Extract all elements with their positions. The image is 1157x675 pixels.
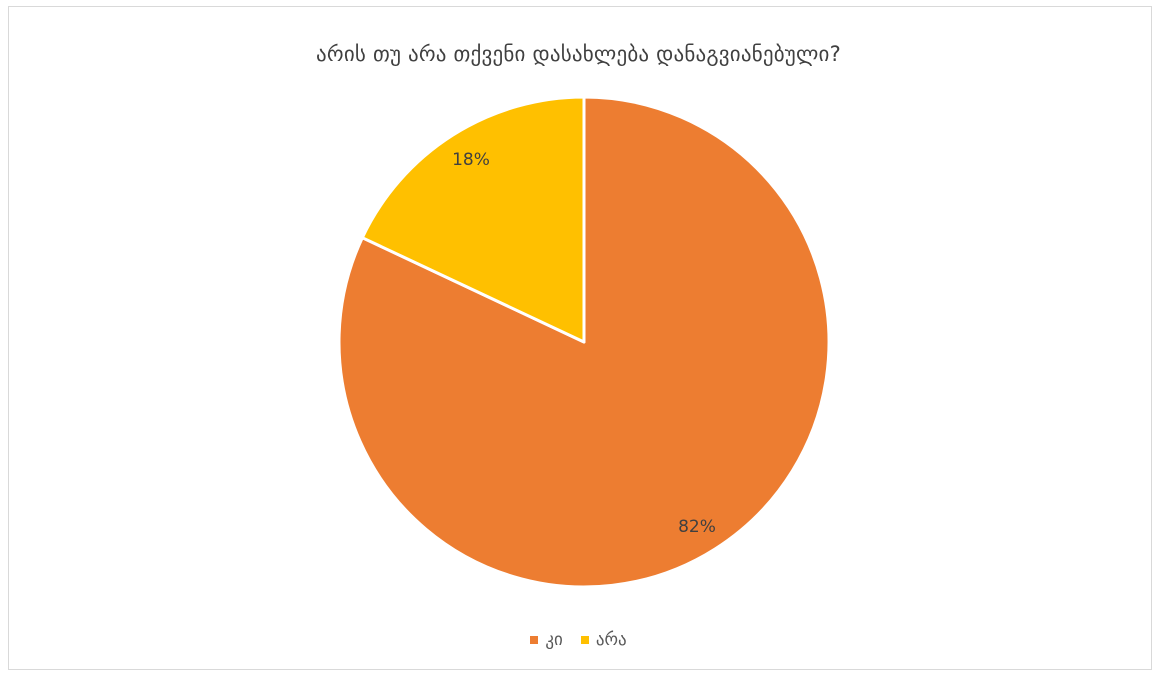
legend-label-ara: არა xyxy=(595,630,627,650)
legend-label-ki: კი xyxy=(545,630,563,650)
pie-slice-ara xyxy=(360,95,586,344)
legend-item-ki: კი xyxy=(530,630,563,650)
data-label-ki: 82% xyxy=(678,517,716,537)
legend-swatch-ki xyxy=(530,636,539,644)
legend: კი არა xyxy=(0,630,1157,650)
legend-item-ara: არა xyxy=(580,630,627,650)
data-label-ara: 18% xyxy=(452,150,490,170)
chart-title: არის თუ არა თქვენი დასახლება დანაგვიანებ… xyxy=(316,42,841,66)
legend-swatch-ara xyxy=(580,636,589,644)
